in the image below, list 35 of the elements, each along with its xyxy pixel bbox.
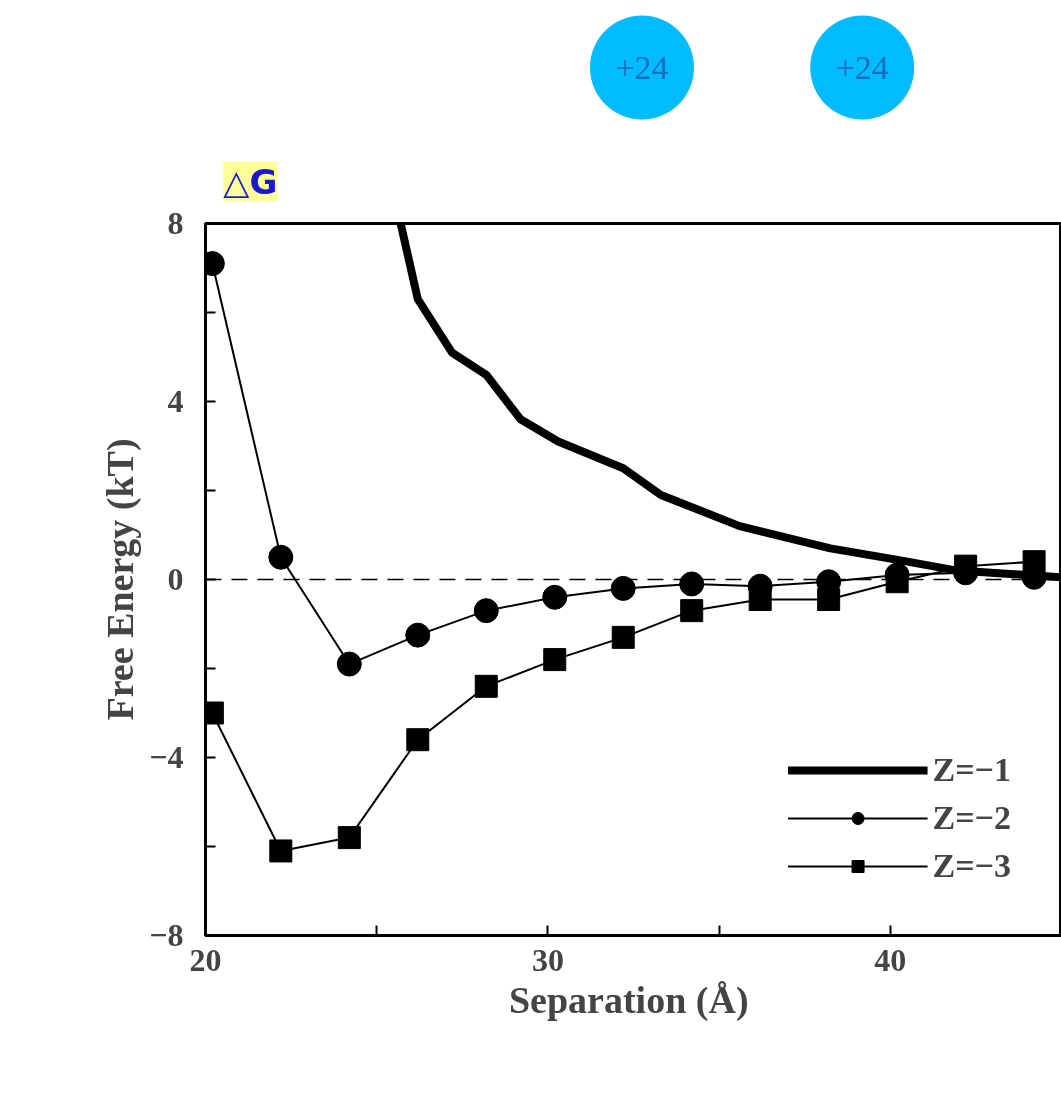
y-tick-label: 4 [167, 383, 184, 419]
point [817, 588, 841, 612]
point [269, 839, 293, 863]
point [610, 575, 636, 601]
y-tick-label: 0 [167, 561, 184, 597]
text: +24 [835, 48, 889, 86]
x-axis-title: Separation (Å) [508, 978, 749, 1022]
legend-label: Z=−2 [932, 799, 1011, 837]
point [405, 622, 431, 648]
y-tick-label: 8 [167, 205, 184, 241]
legend-label: Z=−1 [932, 751, 1011, 789]
point [474, 674, 498, 698]
point [268, 544, 294, 570]
y-axis-title: Free Energy (kT) [99, 438, 143, 721]
point [954, 554, 978, 578]
point [885, 570, 909, 594]
point [679, 571, 705, 597]
point [748, 588, 772, 612]
text: +24 [615, 48, 669, 86]
point [406, 728, 430, 752]
point [1022, 550, 1046, 574]
y-tick-label: −8 [149, 917, 184, 953]
point [611, 625, 635, 649]
x-tick-label: 20 [189, 941, 222, 978]
text: △G [223, 161, 278, 202]
y-tick-label: −4 [149, 739, 184, 775]
point [337, 826, 361, 850]
point [473, 598, 499, 624]
x-tick-label: 40 [874, 941, 907, 978]
point [680, 599, 704, 623]
point [543, 648, 567, 672]
x-tick-label: 30 [531, 941, 564, 978]
point [336, 651, 362, 677]
point [542, 584, 568, 610]
legend-label: Z=−3 [932, 847, 1011, 885]
